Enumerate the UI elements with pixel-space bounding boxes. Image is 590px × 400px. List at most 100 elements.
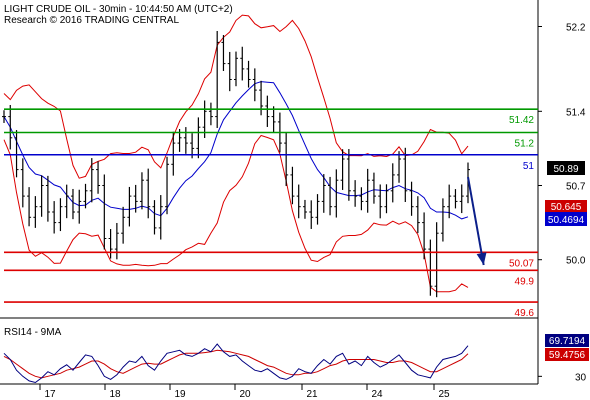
price-bar [252, 68, 257, 102]
price-bar [390, 163, 395, 203]
ma-badge-red-text: 50.645 [551, 202, 582, 213]
price-badge: 50.89 [547, 161, 585, 175]
price-bar [422, 212, 427, 260]
support-resistance-levels: 51.42 51.2 51 50.07 49.9 49.6 [4, 108, 538, 319]
price-bar [447, 184, 452, 219]
price-bar [290, 166, 295, 205]
price-bar [259, 80, 264, 116]
price-bar [359, 187, 364, 211]
price-bar [45, 175, 50, 222]
ma-badge-blue: 50.4694 [545, 212, 587, 226]
x-tick-label: 17 [44, 389, 56, 400]
x-tick-label: 24 [371, 389, 383, 400]
price-bar [146, 168, 151, 219]
price-bar [384, 184, 389, 214]
x-tick-label: 19 [174, 389, 186, 400]
price-bar [334, 169, 339, 218]
price-bar [246, 60, 251, 88]
price-bar [64, 184, 69, 219]
level-label: 49.9 [515, 276, 535, 287]
ma-badge-blue-bg [545, 212, 587, 226]
chart-subtitle: Research © 2016 TRADING CENTRAL [4, 15, 179, 26]
price-bar [296, 184, 301, 219]
level-label: 49.6 [515, 308, 535, 319]
price-bar [453, 189, 458, 209]
price-bar [284, 132, 289, 186]
level-label: 50.07 [509, 258, 534, 269]
price-bar [139, 172, 144, 210]
price-bar [440, 198, 445, 242]
price-pane: 51.42 51.2 51 50.07 49.9 49.6 [2, 14, 538, 319]
price-bar [165, 156, 170, 215]
price-bar [328, 176, 333, 216]
price-bar [459, 184, 464, 214]
price-bar [434, 222, 439, 298]
arrow-shaft [467, 176, 485, 266]
price-bar [89, 158, 94, 203]
moving-average [3, 81, 469, 220]
price-bar [302, 199, 307, 219]
price-bar [409, 181, 414, 216]
price-bar [127, 186, 132, 227]
rsi-badge-bg [545, 334, 589, 347]
y-tick-label: 52.2 [566, 23, 586, 34]
rsi-badge: 69.7194 [545, 334, 589, 347]
price-bar [183, 127, 188, 154]
price-bar [121, 206, 126, 244]
ma-badge-red: 50.645 [545, 200, 587, 213]
frame [0, 0, 539, 385]
price-bar [33, 196, 38, 228]
y-tick-label: 51.4 [566, 107, 586, 118]
rsi-ma-badge-text: 59.4756 [549, 350, 586, 361]
ma-badge-red-bg [545, 200, 587, 212]
price-bar [221, 35, 226, 71]
price-bar [14, 130, 19, 178]
price-bar [20, 158, 25, 208]
price-bar [196, 117, 201, 159]
price-bar [171, 131, 176, 176]
rsi-ma-badge: 59.4756 [545, 348, 589, 361]
price-bar [208, 102, 213, 126]
price-bar [309, 200, 314, 229]
price-bar [315, 194, 320, 225]
rsi-y-axis: 30 [538, 372, 587, 383]
price-bar [428, 239, 433, 296]
price-bar [70, 188, 75, 220]
price-bar [215, 31, 220, 128]
price-y-axis: 52.2 51.4 50.7 50.0 [538, 23, 586, 267]
price-bar [158, 195, 163, 240]
level-label: 51.2 [515, 139, 535, 150]
ma-line [3, 81, 469, 220]
price-bar [234, 51, 238, 87]
price-bar [133, 184, 138, 213]
rsi-ma-badge-bg [545, 348, 589, 361]
price-bar [102, 174, 107, 250]
arrow-head [476, 252, 487, 265]
upper-band-line [3, 14, 469, 179]
x-tick-label: 25 [438, 389, 450, 400]
price-bar [265, 95, 270, 127]
price-badge-text: 50.89 [553, 164, 578, 175]
rsi-badge-text: 69.7194 [549, 336, 586, 347]
price-bar [415, 196, 420, 234]
price-bar [108, 229, 113, 259]
y-tick-label: 50.0 [566, 256, 586, 267]
price-bar [27, 187, 32, 227]
rsi-title: RSI14 - 9MA [4, 327, 62, 338]
price-bar [83, 183, 88, 209]
price-bar [2, 110, 6, 123]
price-bar [371, 172, 376, 204]
price-bar [353, 180, 358, 207]
price-bar [340, 149, 345, 190]
level-label: 51.42 [509, 115, 534, 126]
price-bar [346, 149, 351, 201]
price-bar [403, 147, 408, 203]
price-bar [152, 200, 157, 235]
price-bar [52, 201, 57, 234]
chart-title: LIGHT CRUDE OIL - 30min - 10:44:50 AM (U… [4, 4, 233, 15]
x-tick-label: 21 [306, 389, 318, 400]
rsi-pane [3, 343, 469, 384]
price-bar [466, 162, 470, 204]
rsi-tick-label: 30 [575, 372, 587, 383]
